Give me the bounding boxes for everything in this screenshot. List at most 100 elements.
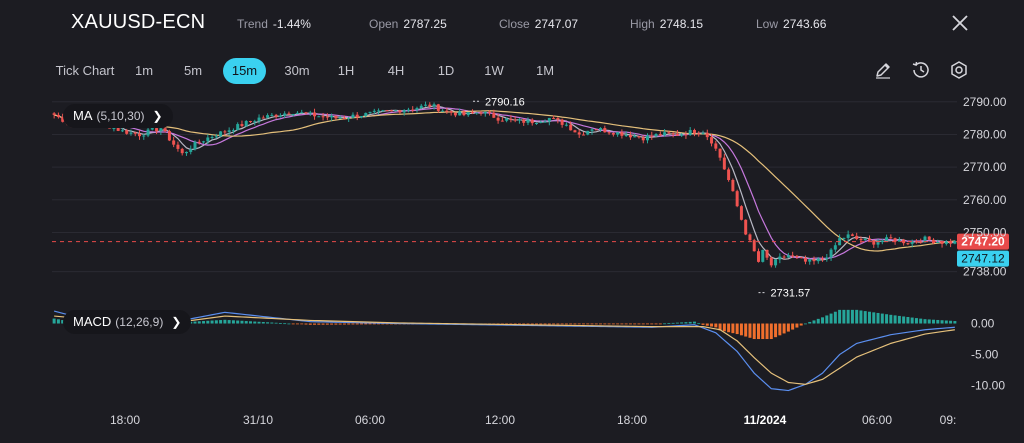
macd-bar: [688, 321, 692, 324]
candle-body: [475, 112, 479, 114]
candle-body: [821, 258, 825, 260]
candle-body: [825, 257, 829, 259]
timeframe-tabs: Tick Chart 1m 5m 15m 30m 1H 4H 1D 1W 1M: [0, 58, 1024, 84]
candle-body: [786, 255, 790, 258]
macd-bar: [731, 323, 735, 334]
candle-body: [163, 128, 167, 131]
macd-bar: [505, 323, 509, 325]
macd-bar: [927, 319, 931, 324]
candles: [52, 101, 957, 268]
tab-15m[interactable]: 15m: [223, 58, 266, 84]
candle-body: [313, 112, 317, 117]
candle-body: [633, 136, 637, 138]
macd-bar: [799, 323, 803, 326]
macd-bar: [411, 323, 415, 325]
macd-bar: [253, 321, 257, 324]
price-tag-box: [957, 233, 1009, 250]
macd-bar: [428, 323, 432, 325]
macd-indicator-pill[interactable]: MACD (12,26,9) ❯: [63, 310, 192, 334]
candle-body: [940, 242, 944, 244]
macd-bar: [552, 323, 556, 325]
tab-1w[interactable]: 1W: [484, 63, 504, 78]
candle-body: [355, 114, 359, 118]
macd-bar: [210, 320, 214, 324]
overlays: 2790.16 2731.57 2747.20 2747.12: [52, 96, 1009, 300]
candle-body: [342, 117, 346, 119]
candle-body: [283, 113, 287, 116]
candle-body: [573, 130, 577, 133]
ma10-line: [53, 107, 955, 260]
tab-5m[interactable]: 5m: [183, 63, 203, 78]
tab-1m[interactable]: 1m: [134, 63, 154, 78]
candle-body: [278, 115, 282, 117]
close-icon[interactable]: [949, 12, 971, 34]
macd-bar: [658, 323, 662, 325]
candle-body: [791, 255, 795, 257]
candle-body: [338, 117, 342, 119]
candle-body: [172, 140, 176, 145]
macd-bar: [616, 323, 620, 325]
history-icon[interactable]: [910, 59, 932, 81]
macd-bar: [492, 323, 496, 325]
macd-bar: [317, 323, 321, 325]
macd-bar: [266, 322, 270, 324]
chevron-right-icon: ❯: [152, 109, 163, 123]
macd-bar: [757, 323, 760, 340]
macd-bar: [838, 309, 842, 324]
candle-body: [125, 130, 129, 134]
macd-bar: [786, 323, 790, 332]
macd-bar: [594, 323, 598, 325]
candle-body: [718, 148, 722, 158]
x-tick-label: 18:00: [110, 413, 140, 427]
pencil-icon[interactable]: [872, 59, 894, 81]
macd-bar: [483, 323, 487, 325]
macd-bar: [261, 322, 265, 324]
tab-tick-chart[interactable]: Tick Chart: [55, 63, 115, 78]
macd-bar: [488, 323, 492, 325]
candle-body: [867, 238, 871, 241]
candle-body: [953, 241, 957, 244]
ma-indicator-pill[interactable]: MA (5,10,30) ❯: [63, 104, 173, 128]
macd-bar: [496, 323, 500, 325]
macd-bar: [586, 323, 590, 325]
macd-bar: [803, 323, 807, 325]
tab-1h[interactable]: 1H: [337, 63, 355, 78]
y-tick-label: 2780.00: [963, 127, 1007, 141]
macd-bar: [569, 323, 573, 325]
macd-bar: [705, 323, 709, 326]
macd-bar: [287, 323, 291, 325]
candle-body: [607, 132, 611, 134]
candle-body: [445, 110, 449, 112]
macd-bar: [944, 320, 948, 324]
candle-body: [202, 141, 206, 143]
candle-body: [710, 137, 714, 144]
candle-body: [449, 111, 453, 113]
tab-4h[interactable]: 4H: [387, 63, 405, 78]
tab-30m[interactable]: 30m: [284, 63, 310, 78]
macd-bar: [624, 323, 628, 325]
max-price-label: 2790.16: [485, 96, 525, 108]
macd-bar: [872, 312, 876, 324]
tab-1mo[interactable]: 1M: [535, 63, 555, 78]
candle-body: [453, 112, 457, 116]
candle-body: [274, 114, 278, 117]
candle-body: [714, 143, 718, 149]
candle-body: [424, 104, 428, 106]
candle-body: [547, 117, 551, 122]
y-tick-label: 2738.00: [963, 265, 1007, 279]
macd-bar: [342, 323, 346, 325]
candle-body: [330, 115, 334, 118]
candle-body: [727, 169, 731, 180]
candle-body: [253, 121, 257, 123]
candle-body: [859, 238, 863, 241]
macd-bar: [778, 323, 782, 336]
tab-1d[interactable]: 1D: [437, 63, 455, 78]
candle-body: [287, 113, 291, 115]
macd-bar: [479, 323, 483, 325]
macd-bar: [940, 320, 944, 324]
macd-bar: [603, 323, 607, 325]
macd-bar: [654, 323, 658, 325]
settings-icon[interactable]: [948, 59, 970, 81]
candle-body: [914, 241, 918, 243]
candle-body: [902, 239, 906, 244]
